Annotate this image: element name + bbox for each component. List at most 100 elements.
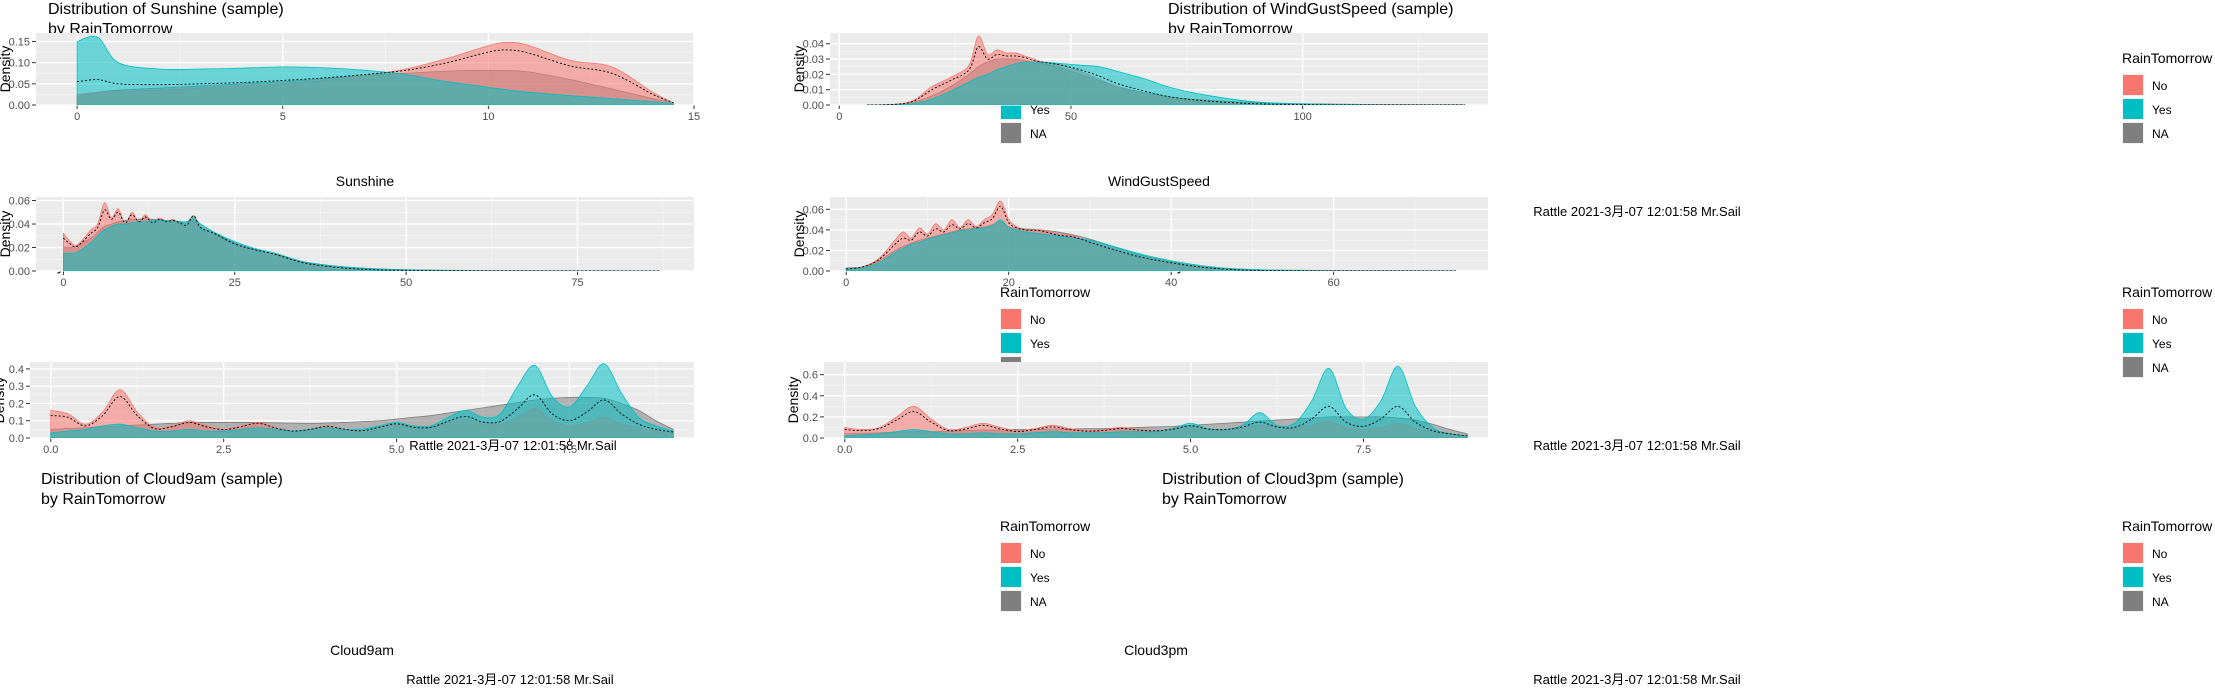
- y-tick-label: 0.00: [9, 266, 30, 278]
- legend-label: Yes: [2152, 103, 2172, 117]
- density-plot-2: Distribution of WindGustSpeed (sample)by…: [791, 1, 2213, 219]
- plot-caption: Rattle 2021-3月-07 12:01:58 Mr.Sail: [1533, 672, 1741, 687]
- plot-caption: Rattle 2021-3月-07 12:01:58 Mr.Sail: [406, 672, 614, 687]
- y-tick-label: 0.02: [803, 69, 824, 81]
- y-tick-label: 0.3: [9, 381, 24, 393]
- y-axis-title: Density: [0, 46, 13, 93]
- legend-label: No: [2152, 79, 2168, 93]
- plot-caption: Rattle 2021-3月-07 12:01:58 Mr.Sail: [1533, 438, 1741, 453]
- x-tick-label: 0.0: [837, 444, 852, 456]
- density-area-yes: [50, 363, 674, 438]
- legend-label: Yes: [2152, 571, 2172, 585]
- y-tick-label: 0.03: [803, 54, 824, 66]
- y-tick-label: 0.02: [803, 245, 824, 257]
- legend-label: No: [2152, 313, 2168, 327]
- density-areas: [867, 35, 1466, 105]
- legend-title: RainTomorrow: [2122, 518, 2213, 534]
- density-area-yes: [76, 35, 674, 105]
- legend-key-na: [2123, 591, 2143, 611]
- y-tick-label: 0.00: [803, 266, 824, 278]
- y-tick-label: 0.06: [9, 196, 30, 208]
- x-tick-label: 5: [280, 111, 286, 123]
- legend: RainTomorrow No Yes NA: [2122, 284, 2213, 378]
- y-tick-label: 0.04: [9, 219, 30, 231]
- y-axis-title: Density: [0, 211, 13, 258]
- x-tick-label: 7.5: [562, 444, 577, 456]
- density-line-overall: [844, 405, 1468, 437]
- density-plot-3: Distribution of WindSpeed9am (sample)by …: [0, 196, 1091, 453]
- y-tick-label: 0.2: [9, 398, 24, 410]
- x-tick-label: 0: [836, 111, 842, 123]
- legend-key-no: [1001, 543, 1021, 563]
- legend-key-na: [2123, 357, 2143, 377]
- y-tick-label: 0.4: [803, 391, 818, 403]
- y-axis-title: Density: [785, 377, 801, 424]
- x-tick-label: 0.0: [43, 444, 58, 456]
- x-tick-label: 25: [229, 277, 241, 289]
- y-tick-label: 0.2: [803, 412, 818, 424]
- plot-caption: Rattle 2021-3月-07 12:01:58 Mr.Sail: [409, 438, 617, 453]
- density-areas: [50, 363, 674, 438]
- x-tick-label: 60: [1328, 277, 1340, 289]
- density-line-overall: [867, 46, 1465, 105]
- y-tick-label: 0.0: [803, 433, 818, 445]
- legend-label: Yes: [1030, 571, 1050, 585]
- legend-label: NA: [2152, 361, 2169, 375]
- density-areas: [76, 35, 674, 105]
- legend-label: No: [2152, 547, 2168, 561]
- legend-key-no: [2123, 543, 2143, 563]
- legend: RainTomorrow No Yes NA: [2122, 50, 2213, 144]
- legend-label: No: [1030, 313, 1046, 327]
- legend-title: RainTomorrow: [2122, 284, 2213, 300]
- density-area-yes: [844, 365, 1468, 438]
- legend-title: RainTomorrow: [2122, 50, 2213, 66]
- density-area-yes: [845, 219, 1456, 271]
- legend-key-yes: [1001, 333, 1021, 353]
- legend: RainTomorrow No Yes NA: [2122, 518, 2213, 612]
- y-axis-title: Density: [791, 211, 807, 258]
- legend-title: RainTomorrow: [1000, 284, 1091, 300]
- x-tick-label: 50: [1065, 111, 1077, 123]
- legend-key-yes: [2123, 99, 2143, 119]
- legend-key-na: [1001, 123, 1021, 143]
- x-tick-label: 5.0: [389, 444, 404, 456]
- density-plot-5: Distribution of Cloud9am (sample) by Rain…: [0, 362, 1091, 687]
- y-tick-label: 0.04: [803, 39, 824, 51]
- y-tick-label: 0.10: [9, 58, 30, 70]
- x-axis-title: Cloud9am: [330, 642, 394, 658]
- plot-subtitle: by RainTomorrow: [41, 491, 166, 508]
- legend-key-na: [2123, 123, 2143, 143]
- plot-title: Distribution of Cloud3pm (sample): [1162, 471, 1404, 488]
- legend-key-no: [2123, 309, 2143, 329]
- legend-title: RainTomorrow: [1000, 518, 1091, 534]
- density-area-yes: [867, 61, 1465, 105]
- legend-label: NA: [1030, 127, 1047, 141]
- legend-key-na: [1001, 591, 1021, 611]
- plot-title: Distribution of WindGustSpeed (sample): [1168, 1, 1453, 18]
- x-tick-label: 10: [482, 111, 494, 123]
- legend-label: NA: [2152, 127, 2169, 141]
- x-tick-label: 7.5: [1356, 444, 1371, 456]
- legend-label: NA: [2152, 595, 2169, 609]
- legend-label: NA: [1030, 595, 1047, 609]
- density-areas: [845, 200, 1456, 271]
- y-tick-label: 0.00: [9, 100, 30, 112]
- x-tick-label: 100: [1293, 111, 1311, 123]
- x-tick-label: 15: [688, 111, 700, 123]
- legend-label: Yes: [2152, 337, 2172, 351]
- y-tick-label: 0.6: [803, 370, 818, 382]
- y-tick-label: 0.02: [9, 243, 30, 255]
- y-axis-title: Density: [0, 377, 7, 424]
- x-tick-label: 20: [1003, 277, 1015, 289]
- x-tick-label: 2.5: [1010, 444, 1025, 456]
- plot-title: Distribution of Cloud9am (sample): [41, 471, 283, 488]
- legend-label: No: [1030, 547, 1046, 561]
- plot-caption: Rattle 2021-3月-07 12:01:58 Mr.Sail: [1533, 204, 1741, 219]
- y-tick-label: 0.15: [9, 36, 30, 48]
- plot-title: Distribution of Sunshine (sample): [48, 1, 284, 18]
- x-axis-title: Cloud3pm: [1124, 642, 1188, 658]
- legend-key-yes: [2123, 567, 2143, 587]
- y-axis-title: Density: [791, 46, 807, 93]
- density-area-yes: [63, 217, 660, 271]
